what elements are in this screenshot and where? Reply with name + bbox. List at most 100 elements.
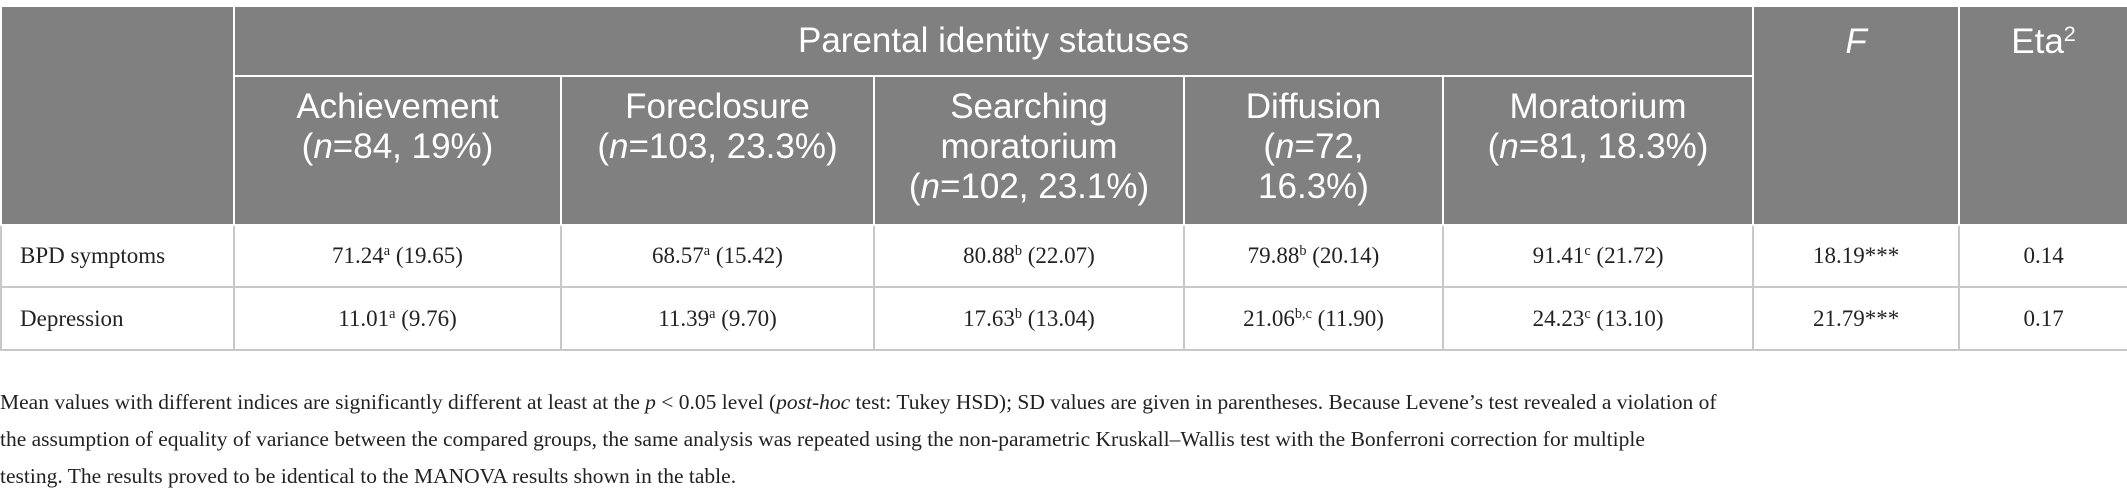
header-line: Diffusion — [1191, 87, 1436, 127]
header-line: (n=72, — [1191, 127, 1436, 167]
text-run: 68.57 — [652, 243, 704, 268]
cell: 68.57a (15.42) — [560, 224, 875, 288]
header-line: 16.3%) — [1191, 167, 1436, 207]
text-run: =102, 23.1%) — [939, 167, 1150, 206]
text-run: 79.88 — [1247, 243, 1300, 268]
text-run: 91.41 — [1532, 243, 1585, 268]
footnote-line: the assumption of equality of variance b… — [0, 421, 2127, 458]
text-run: 24.23 — [1532, 305, 1585, 331]
header-line: (n=103, 23.3%) — [568, 127, 867, 167]
text-run: a — [383, 243, 391, 260]
cell: 21.06b,c (11.90) — [1183, 286, 1444, 351]
header-row: Achievement (n=84, 19%) Foreclosure (n=103,… — [1, 75, 2127, 226]
group-header: Searching moratorium (n=102, 23.1%) — [873, 75, 1185, 226]
text-run: c — [1584, 305, 1591, 322]
text-run: (15.42) — [710, 243, 783, 268]
text-run: 11.01 — [338, 305, 390, 331]
cell: 79.88b (20.14) — [1183, 224, 1444, 288]
text-run: 80.88 — [963, 243, 1015, 268]
header-line: moratorium — [881, 127, 1177, 167]
f-header: F — [1752, 5, 1961, 226]
text-run: Moratorium — [1509, 87, 1687, 126]
footnote-line: testing. The results proved to be identi… — [0, 458, 2127, 495]
text-run: 17.63 — [963, 305, 1015, 331]
header-line: (n=102, 23.1%) — [881, 167, 1177, 207]
header-line: (n=81, 18.3%) — [1450, 127, 1746, 167]
cell: 17.63b (13.04) — [873, 286, 1185, 351]
group-header: Diffusion (n=72, 16.3%) — [1183, 75, 1444, 226]
text-run: Achievement — [296, 87, 499, 126]
text-run: Mean values with different indices are s… — [0, 390, 646, 414]
row-label: Depression — [0, 286, 235, 351]
header-line: Searching — [881, 87, 1177, 127]
text-run: moratorium — [940, 127, 1118, 166]
text-run: n — [1275, 127, 1295, 166]
text-run: the assumption of equality of variance b… — [0, 427, 1645, 451]
text-run: =103, 23.3%) — [628, 127, 838, 166]
text-run: Eta — [2011, 22, 2064, 61]
header-line: Achievement — [241, 87, 554, 127]
text-run: b — [1299, 243, 1307, 260]
text-run: n — [313, 127, 333, 166]
eta-value: 0.17 — [1958, 286, 2127, 351]
text-run: b — [1014, 305, 1023, 322]
text-run: < 0.05 level ( — [655, 390, 777, 414]
header-cell — [0, 5, 235, 226]
text-run: c — [1584, 243, 1591, 260]
text-run: Foreclosure — [625, 87, 810, 126]
group-title: Parental identity statuses — [232, 5, 1755, 77]
text-run: ( — [1487, 127, 1500, 166]
text-run: (22.07) — [1022, 243, 1095, 268]
text-run: (13.10) — [1590, 305, 1664, 331]
header-line: (n=84, 19%) — [241, 127, 554, 167]
text-run: a — [709, 305, 716, 322]
header-line: Moratorium — [1450, 87, 1746, 127]
row-label: BPD symptoms — [0, 224, 235, 288]
text-run: =84, 19%) — [332, 127, 494, 166]
cell: 71.24a (19.65) — [233, 224, 562, 288]
group-header: Achievement (n=84, 19%) — [233, 75, 562, 226]
header-row: Parental identity statuses F Eta2 — [0, 5, 2127, 226]
text-run: ( — [301, 127, 314, 166]
text-run: ( — [597, 127, 609, 166]
text-run: (19.65) — [390, 243, 463, 268]
header-line: Foreclosure — [568, 87, 867, 127]
text-run: Diffusion — [1245, 87, 1382, 126]
data-row: BPD symptoms 71.24a (19.65) 68.57a (15.42)… — [0, 224, 2127, 288]
footnote: Mean values with different indices are s… — [0, 384, 2127, 495]
text-run: Searching — [950, 87, 1108, 126]
text-run: n — [920, 167, 940, 206]
text-run: p — [645, 390, 656, 414]
text-run: n — [609, 127, 629, 166]
text-run: 2 — [2063, 21, 2076, 47]
text-run: post-hoc — [776, 390, 851, 414]
text-run: 21.06 — [1243, 305, 1295, 331]
f-value: 21.79*** — [1752, 286, 1961, 351]
text-run: (11.90) — [1311, 305, 1384, 331]
text-run: (9.76) — [395, 305, 457, 331]
text-run: 71.24 — [332, 243, 384, 268]
text-run: n — [1499, 127, 1519, 166]
text-run: F — [1845, 22, 1867, 61]
text-run: (21.72) — [1590, 243, 1664, 268]
text-run: a — [389, 305, 396, 322]
cell: 91.41c (21.72) — [1441, 224, 1755, 288]
text-run: ( — [1263, 127, 1276, 166]
data-row: Depression 11.01a (9.76) 11.39a (9.70) 17.6… — [0, 286, 2127, 351]
text-run: =81, 18.3%) — [1518, 127, 1709, 166]
f-value: 18.19*** — [1752, 224, 1961, 288]
cell: 24.23c (13.10) — [1441, 286, 1755, 351]
group-header: Moratorium (n=81, 18.3%) — [1441, 75, 1755, 226]
eta-header: Eta2 — [1958, 5, 2127, 226]
text-run: (9.70) — [715, 305, 777, 331]
cell: 80.88b (22.07) — [873, 224, 1185, 288]
text-run: a — [703, 243, 711, 260]
group-header: Foreclosure (n=103, 23.3%) — [560, 75, 875, 226]
footnote-line: Mean values with different indices are s… — [0, 384, 2127, 421]
text-run: (20.14) — [1306, 243, 1380, 268]
text-run: b,c — [1294, 305, 1312, 322]
text-run: (13.04) — [1022, 305, 1095, 331]
eta-value: 0.14 — [1958, 224, 2127, 288]
text-run: 16.3%) — [1258, 167, 1369, 206]
